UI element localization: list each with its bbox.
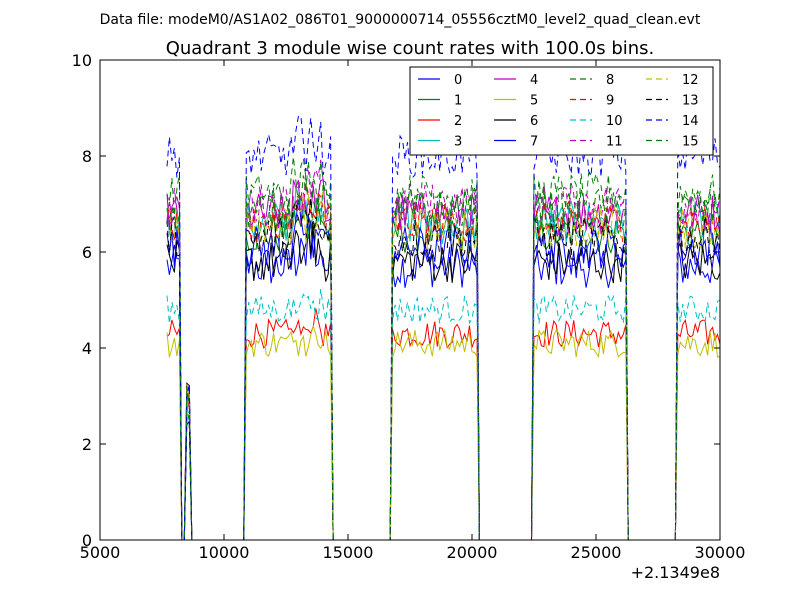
- series-line-3: [166, 185, 721, 541]
- legend-label-15: 15: [682, 135, 699, 150]
- series-line-0: [166, 226, 721, 541]
- y-tick-label: 4: [82, 339, 92, 358]
- legend-label-10: 10: [606, 114, 623, 129]
- y-tick-label: 8: [82, 147, 92, 166]
- x-tick-label: 30000: [695, 543, 746, 562]
- legend-label-12: 12: [682, 73, 699, 88]
- chart-title: Quadrant 3 module wise count rates with …: [166, 38, 655, 59]
- y-tick-label: 2: [82, 435, 92, 454]
- legend-box: [409, 66, 714, 156]
- y-tick-label: 10: [72, 51, 92, 70]
- legend-label-1: 1: [454, 94, 462, 109]
- legend-label-6: 6: [530, 114, 538, 129]
- x-tick-label: 20000: [447, 543, 498, 562]
- series-line-12: [166, 190, 721, 541]
- series-line-5: [166, 324, 721, 541]
- legend-label-8: 8: [606, 73, 614, 88]
- legend-label-0: 0: [454, 73, 462, 88]
- legend-label-2: 2: [454, 114, 462, 129]
- legend-label-14: 14: [682, 114, 699, 129]
- legend-label-9: 9: [606, 94, 614, 109]
- series-line-10: [166, 288, 721, 541]
- series-line-9: [166, 183, 721, 541]
- y-tick-label: 6: [82, 243, 92, 262]
- series-line-14: [166, 115, 721, 541]
- figure-suptitle: Data file: modeM0/AS1A02_086T01_90000007…: [100, 12, 701, 28]
- plot-frame: [99, 59, 721, 541]
- legend-label-4: 4: [530, 73, 538, 88]
- legend-label-3: 3: [454, 135, 462, 150]
- legend-label-13: 13: [682, 94, 699, 109]
- plot-lines: [166, 115, 721, 541]
- legend-label-11: 11: [606, 135, 623, 150]
- y-tick-label: 0: [82, 531, 92, 550]
- legend-label-7: 7: [530, 135, 538, 150]
- x-tick-label: 15000: [323, 543, 374, 562]
- legend-label-5: 5: [530, 94, 538, 109]
- x-tick-label: 25000: [571, 543, 622, 562]
- x-tick-label: 10000: [199, 543, 250, 562]
- x-offset-label: +2.1349e8: [631, 563, 720, 582]
- series-line-15: [166, 161, 721, 541]
- x-tick-label: 5000: [80, 543, 121, 562]
